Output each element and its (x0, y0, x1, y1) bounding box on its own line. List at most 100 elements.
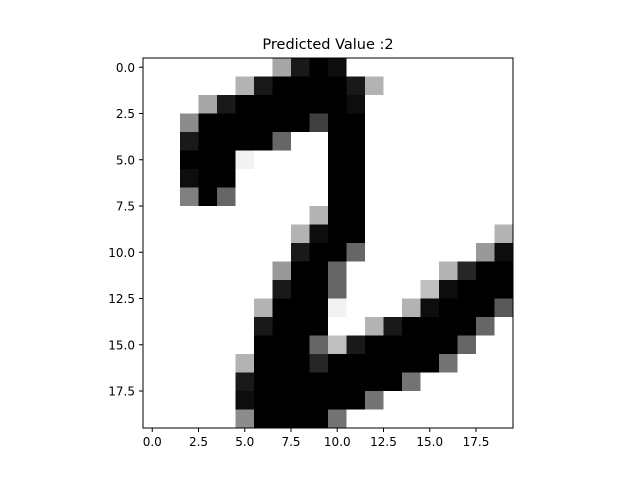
pixel-cell (198, 169, 218, 188)
pixel-cell (272, 132, 292, 151)
pixel-cell (180, 95, 199, 114)
pixel-cell (217, 243, 236, 262)
pixel-cell (439, 391, 458, 410)
pixel-cell (402, 243, 421, 262)
pixel-cell (309, 298, 329, 318)
pixel-cell (143, 150, 162, 170)
pixel-cell (272, 243, 292, 262)
pixel-cell (180, 206, 199, 225)
pixel-cell (235, 298, 255, 318)
pixel-cell (439, 317, 458, 336)
pixel-cell (291, 261, 310, 281)
pixel-cell (235, 187, 255, 207)
pixel-cell (235, 169, 255, 188)
pixel-cell (328, 298, 347, 318)
pixel-cell (291, 224, 310, 244)
pixel-cell (365, 243, 384, 262)
pixel-cell (217, 95, 236, 114)
pixel-cell (217, 150, 236, 170)
pixel-cell (254, 409, 273, 429)
pixel-cell (161, 76, 181, 96)
pixel-cell (161, 224, 181, 244)
pixel-cell (180, 113, 199, 133)
pixel-cell (476, 354, 495, 373)
pixel-cell (291, 132, 310, 151)
pixel-cell (272, 317, 292, 336)
pixel-cell (143, 391, 162, 410)
pixel-cell (346, 261, 366, 281)
pixel-cell (346, 169, 366, 188)
pixel-cell (494, 280, 514, 299)
pixel-cell (402, 150, 421, 170)
pixel-cell (494, 298, 514, 318)
pixel-cell (494, 317, 514, 336)
pixel-cell (143, 298, 162, 318)
pixel-cell (272, 409, 292, 429)
pixel-cell (383, 261, 403, 281)
pixel-cell (254, 58, 273, 77)
pixel-cell (328, 243, 347, 262)
pixel-cell (217, 335, 236, 355)
pixel-cell (309, 335, 329, 355)
pixel-cell (217, 187, 236, 207)
pixel-cell (346, 113, 366, 133)
pixel-cell (420, 224, 440, 244)
pixel-cell (309, 113, 329, 133)
pixel-cell (254, 206, 273, 225)
pixel-cell (254, 243, 273, 262)
pixel-cell (476, 317, 495, 336)
pixel-cell (180, 391, 199, 410)
pixel-cell (346, 317, 366, 336)
pixel-cell (420, 243, 440, 262)
pixel-cell (309, 132, 329, 151)
y-tick-label: 5.0 (116, 153, 135, 167)
pixel-cell (494, 76, 514, 96)
pixel-cell (180, 280, 199, 299)
pixel-cell (328, 391, 347, 410)
pixel-cell (254, 317, 273, 336)
x-tick-label: 10.0 (324, 435, 351, 449)
pixel-cell (180, 354, 199, 373)
pixel-cell (346, 243, 366, 262)
pixel-cell (198, 354, 218, 373)
pixel-cell (328, 132, 347, 151)
pixel-cell (420, 169, 440, 188)
pixel-cell (272, 280, 292, 299)
pixel-cell (309, 317, 329, 336)
pixel-cell (457, 243, 477, 262)
pixel-cell (383, 391, 403, 410)
pixel-cell (457, 58, 477, 77)
pixel-cell (402, 206, 421, 225)
pixel-cell (476, 206, 495, 225)
pixel-cell (346, 95, 366, 114)
pixel-cell (161, 354, 181, 373)
pixel-cell (328, 113, 347, 133)
pixel-cell (143, 76, 162, 96)
pixel-cell (161, 335, 181, 355)
pixel-cell (235, 391, 255, 410)
pixel-cell (328, 317, 347, 336)
pixel-cell (420, 372, 440, 392)
pixel-cell (328, 169, 347, 188)
pixel-cell (235, 150, 255, 170)
pixel-cell (235, 354, 255, 373)
pixel-cell (476, 95, 495, 114)
pixel-cell (291, 95, 310, 114)
pixel-cell (383, 169, 403, 188)
pixel-cell (161, 95, 181, 114)
pixel-cell (180, 261, 199, 281)
pixel-cell (476, 243, 495, 262)
pixel-cell (402, 132, 421, 151)
pixel-cell (198, 150, 218, 170)
pixel-cell (365, 95, 384, 114)
pixel-cell (272, 261, 292, 281)
pixel-cell (420, 95, 440, 114)
pixel-cell (402, 95, 421, 114)
pixel-cell (402, 391, 421, 410)
pixel-cell (254, 335, 273, 355)
pixel-cell (217, 409, 236, 429)
pixel-cell (494, 150, 514, 170)
pixel-cell (328, 76, 347, 96)
pixel-cell (383, 409, 403, 429)
